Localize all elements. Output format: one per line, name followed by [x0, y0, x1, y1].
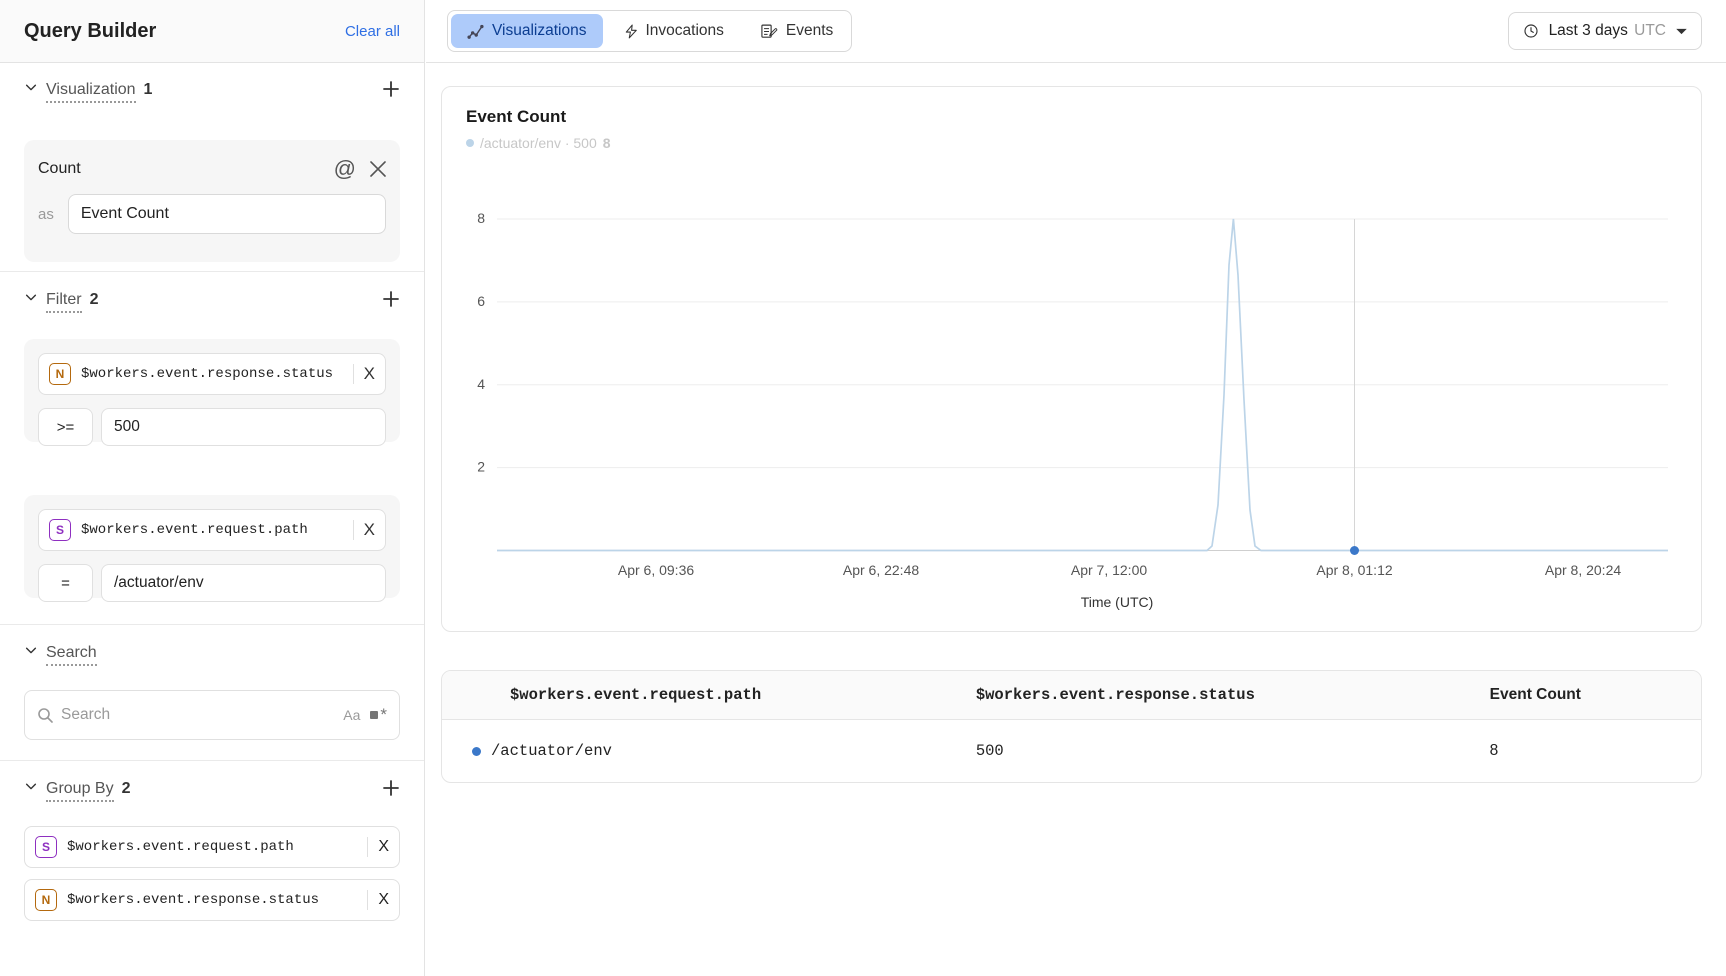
svg-text:Apr 7, 12:00: Apr 7, 12:00: [1071, 562, 1147, 578]
svg-text:Apr 8, 01:12: Apr 8, 01:12: [1316, 562, 1392, 578]
svg-text:4: 4: [477, 376, 485, 392]
svg-text:Apr 8, 20:24: Apr 8, 20:24: [1545, 562, 1621, 578]
svg-text:6: 6: [477, 293, 485, 309]
svg-text:2: 2: [477, 459, 485, 475]
svg-text:Apr 6, 22:48: Apr 6, 22:48: [843, 562, 919, 578]
svg-text:8: 8: [477, 210, 485, 226]
svg-text:Apr 6, 09:36: Apr 6, 09:36: [618, 562, 694, 578]
svg-text:Time (UTC): Time (UTC): [1081, 594, 1154, 610]
